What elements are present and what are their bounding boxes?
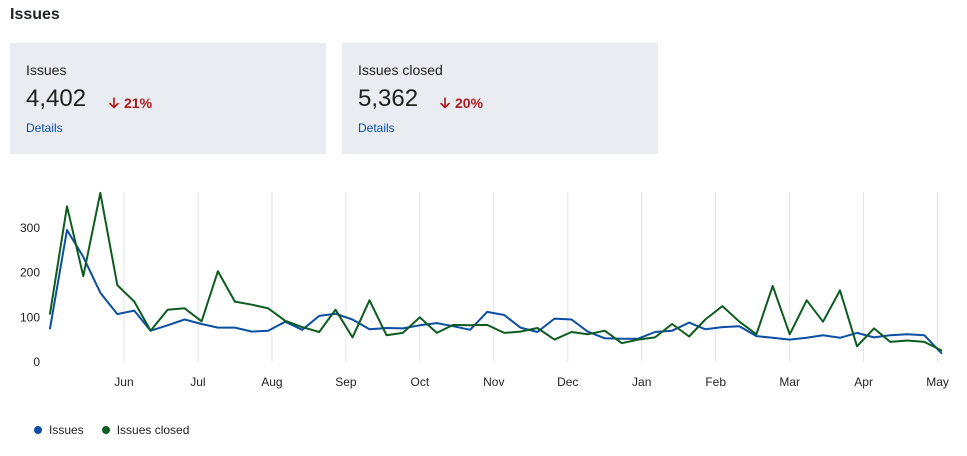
issues-details-link[interactable]: Details [26,121,63,135]
issues-card: Issues 4,402 21% Details [10,43,326,154]
x-tick-jun: Jun [114,375,133,389]
legend-dot-issues [34,426,42,434]
chart-legend: Issues Issues closed [34,423,189,437]
x-tick-aug: Aug [261,375,282,389]
issues-closed-card-value: 5,362 [358,85,419,112]
y-tick-200: 200 [20,266,40,280]
legend-label-issues-closed: Issues closed [116,423,190,437]
issues-line-chart: 0 100 200 300 Jun Jul Aug Sep Oct Nov Dec Jan Feb Ma… [20,191,949,389]
x-tick-sep: Sep [335,375,357,389]
legend-item-issues[interactable]: Issues [34,423,84,437]
issues-card-value: 4,402 [26,85,87,112]
chart-series [49,191,943,355]
series-line-issues [49,229,943,355]
issues-closed-details-link[interactable]: Details [358,121,395,135]
x-tick-nov: Nov [483,375,504,389]
issues-card-delta-text: 21% [124,95,153,111]
section-title: Issues [10,6,60,23]
issues-card-delta: 21% [108,95,152,111]
issues-closed-card-delta-text: 20% [455,95,484,111]
legend-label-issues: Issues [49,423,84,437]
issues-closed-card-delta: 20% [439,95,483,111]
x-tick-jan: Jan [632,375,651,389]
x-tick-mar: Mar [779,375,800,389]
x-tick-dec: Dec [557,375,578,389]
series-line-issues-closed [49,191,943,352]
issues-closed-card: Issues closed 5,362 20% Details [342,43,658,154]
x-tick-apr: Apr [854,375,873,389]
issues-closed-card-label: Issues closed [358,62,443,78]
x-tick-may: May [926,375,949,389]
issues-card-label: Issues [26,62,67,78]
arrow-down-icon [109,97,119,109]
y-tick-0: 0 [33,355,40,369]
y-tick-100: 100 [20,310,40,324]
y-tick-300: 300 [20,221,40,235]
chart-y-axis: 0 100 200 300 [20,221,40,369]
legend-dot-issues-closed [101,426,110,434]
chart-x-axis: Jun Jul Aug Sep Oct Nov Dec Jan Feb Mar Apr May [114,375,949,389]
x-tick-feb: Feb [705,375,726,389]
x-tick-oct: Oct [410,375,429,389]
arrow-down-icon [440,97,450,109]
x-tick-jul: Jul [190,375,205,389]
legend-item-issues-closed[interactable]: Issues closed [101,423,190,437]
